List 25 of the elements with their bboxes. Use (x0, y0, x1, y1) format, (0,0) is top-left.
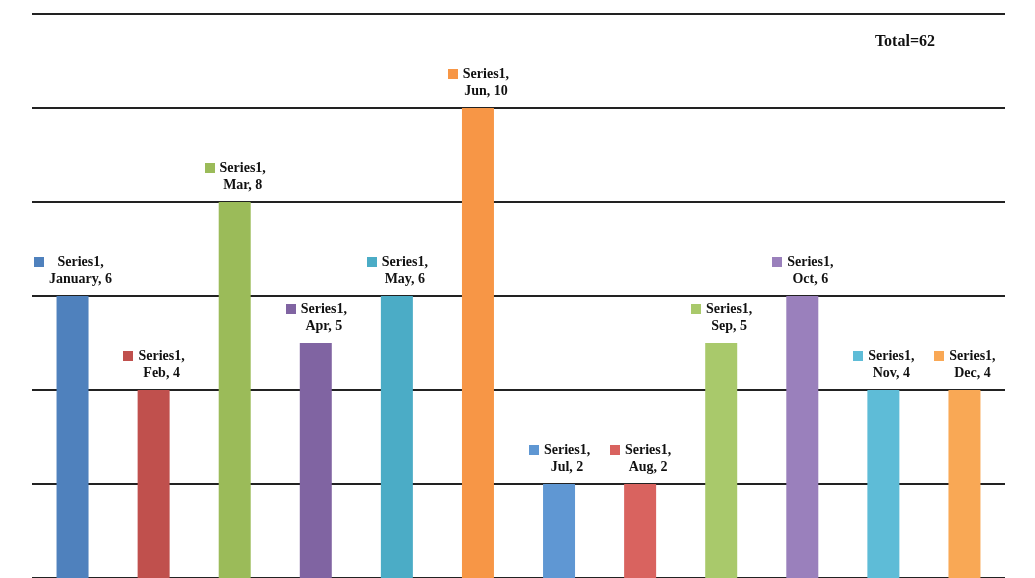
data-label: Series1, Oct, 6 (787, 254, 834, 286)
annotation: Total=62 (874, 31, 935, 49)
bar (624, 484, 657, 578)
bar (786, 296, 819, 578)
data-label: Series1, Nov, 4 (868, 348, 915, 380)
bar (137, 390, 170, 578)
data-label: Series1, Dec, 4 (949, 348, 996, 380)
bar (461, 108, 494, 578)
bar (218, 202, 251, 578)
bar (867, 390, 900, 578)
data-label: Series1, Aug, 2 (624, 442, 672, 474)
data-label: Series1, May, 6 (381, 254, 429, 286)
bar (543, 484, 576, 578)
bar (380, 296, 413, 578)
data-label: Series1, Mar, 8 (219, 160, 266, 192)
bar (56, 296, 89, 578)
data-label: Series1, January, 6 (49, 254, 113, 286)
bar (948, 390, 981, 578)
data-label: Series1, Apr, 5 (300, 301, 347, 333)
data-label: Series1, Sep, 5 (706, 301, 753, 333)
bar (299, 343, 332, 578)
data-label: Series1, Jun, 10 (462, 66, 510, 98)
data-label: Series1, Jul, 2 (543, 442, 591, 474)
data-label: Series1, Feb, 4 (138, 348, 185, 380)
bar (705, 343, 738, 578)
